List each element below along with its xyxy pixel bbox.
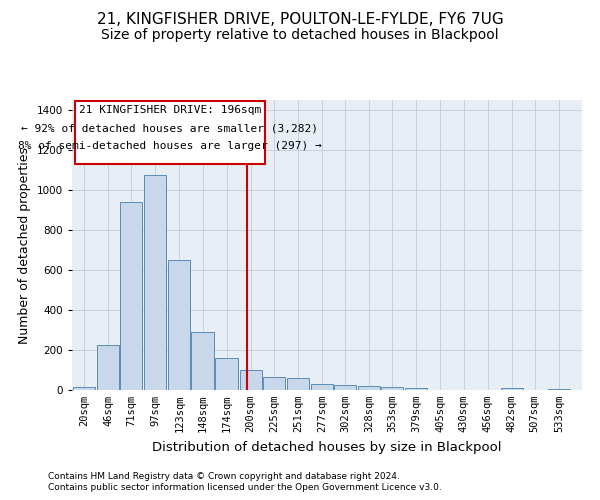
- Text: 21 KINGFISHER DRIVE: 196sqm: 21 KINGFISHER DRIVE: 196sqm: [79, 105, 261, 115]
- Bar: [287, 378, 309, 390]
- Bar: [334, 385, 356, 390]
- Bar: [168, 260, 190, 390]
- Text: ← 92% of detached houses are smaller (3,282): ← 92% of detached houses are smaller (3,…: [21, 123, 318, 133]
- Bar: [311, 384, 333, 390]
- Bar: [73, 387, 95, 390]
- Text: Size of property relative to detached houses in Blackpool: Size of property relative to detached ho…: [101, 28, 499, 42]
- Text: Contains HM Land Registry data © Crown copyright and database right 2024.: Contains HM Land Registry data © Crown c…: [48, 472, 400, 481]
- Text: Contains public sector information licensed under the Open Government Licence v3: Contains public sector information licen…: [48, 484, 442, 492]
- Bar: [548, 389, 570, 390]
- Text: 8% of semi-detached houses are larger (297) →: 8% of semi-detached houses are larger (2…: [18, 141, 322, 151]
- Bar: [500, 388, 523, 390]
- Bar: [358, 386, 380, 390]
- Bar: [215, 358, 238, 390]
- Bar: [191, 332, 214, 390]
- Y-axis label: Number of detached properties: Number of detached properties: [18, 146, 31, 344]
- Bar: [120, 202, 142, 390]
- Bar: [239, 370, 262, 390]
- Bar: [263, 377, 285, 390]
- Bar: [405, 388, 427, 390]
- Bar: [381, 387, 403, 390]
- Text: 21, KINGFISHER DRIVE, POULTON-LE-FYLDE, FY6 7UG: 21, KINGFISHER DRIVE, POULTON-LE-FYLDE, …: [97, 12, 503, 28]
- Bar: [97, 345, 119, 390]
- X-axis label: Distribution of detached houses by size in Blackpool: Distribution of detached houses by size …: [152, 440, 502, 454]
- Bar: [144, 175, 166, 390]
